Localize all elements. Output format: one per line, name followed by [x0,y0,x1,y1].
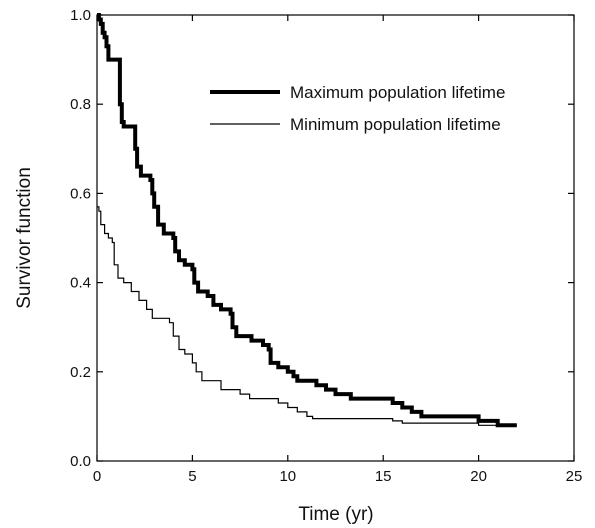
y-tick-label: 0.6 [70,185,91,202]
series-line-maximum [96,13,517,428]
y-tick-label: 0.2 [70,364,91,381]
x-tick-label: 20 [470,468,487,485]
legend-label: Minimum population lifetime [290,115,501,134]
y-tick-label: 0.8 [70,96,91,113]
y-axis-title: Survivor function [14,167,35,309]
x-axis-title: Time (yr) [298,504,373,525]
y-tick-label: 1.0 [70,7,91,24]
x-tick-label: 0 [93,468,101,485]
x-tick-label: 15 [375,468,392,485]
x-tick-label: 10 [279,468,296,485]
legend-label: Maximum population lifetime [290,83,505,102]
x-tick-label: 25 [566,468,583,485]
plot-frame [96,14,575,462]
y-tick-label: 0.4 [70,275,91,292]
series-line-minimum [97,206,517,426]
y-tick-label: 0.0 [70,453,91,470]
x-tick-label: 5 [188,468,196,485]
